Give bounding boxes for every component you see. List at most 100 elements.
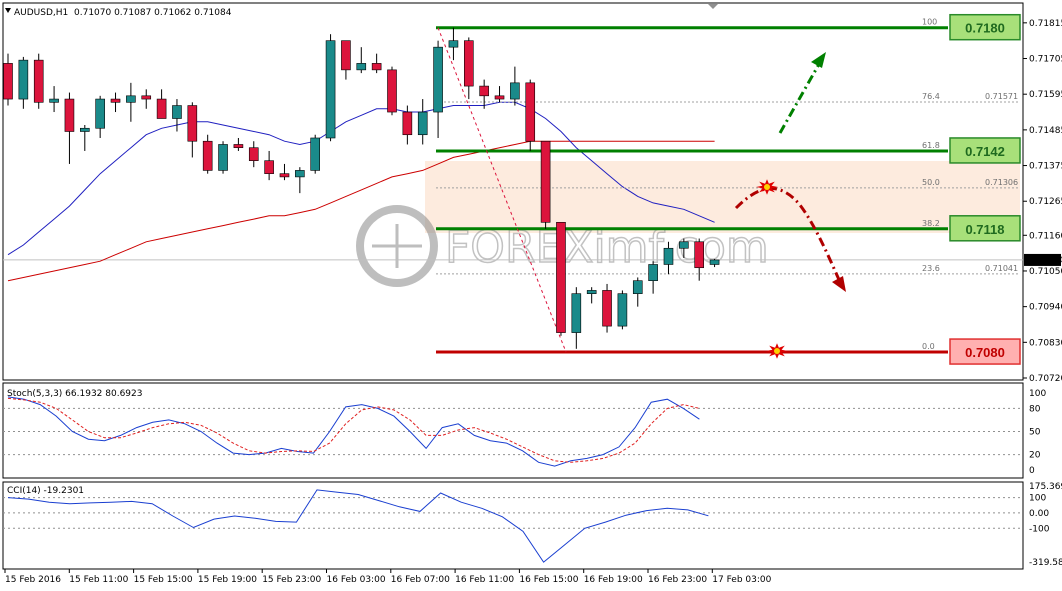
main-pane-frame: [2, 2, 1024, 381]
fibo-value-label: 0.71571: [985, 92, 1018, 101]
price-tick-label: 0.71815: [1029, 19, 1062, 29]
candle-body: [617, 293, 628, 327]
level-box: [949, 338, 1021, 365]
candle-body: [3, 63, 13, 100]
level-box: [949, 137, 1021, 164]
fibo-value-label: 0.71041: [985, 264, 1018, 273]
time-tick-label: 15 Feb 2016: [5, 575, 61, 585]
candle-body: [126, 95, 136, 103]
stoch-tick-label: 100: [1029, 389, 1046, 399]
stoch-tick-label: 50: [1029, 428, 1041, 438]
fibo-trendline: [437, 27, 567, 353]
watermark-logo: [356, 205, 438, 287]
fibo-pct-label: 100: [922, 18, 937, 27]
candle-body: [525, 82, 536, 142]
candle-body: [310, 137, 321, 171]
bullish-arrowhead: [811, 52, 826, 68]
scroll-marker-icon[interactable]: [708, 4, 718, 9]
candle-body: [648, 264, 658, 281]
stoch-pane-frame: [2, 382, 1024, 479]
stochastic-pane: 100 80 50 20 0: [3, 389, 1046, 476]
time-tick-label: 16 Feb 23:00: [648, 575, 707, 585]
dropdown-triangle-icon[interactable]: [5, 8, 11, 13]
fibo-pct-label: 23.6: [922, 264, 940, 273]
cci-tick-label: -319.5846: [1029, 558, 1062, 568]
level-boxes: 0.7180 0.7142 0.7118 0.7080: [949, 13, 1021, 365]
forecast-arrows: [734, 52, 846, 359]
time-tick-label: 15 Feb 23:00: [262, 575, 321, 585]
stoch-label: Stoch(5,3,3) 66.1932 80.6923: [7, 389, 142, 399]
level-box: [949, 13, 1021, 41]
candle-body: [33, 59, 44, 103]
symbol-label: AUDUSD,H1: [14, 8, 68, 18]
explosion-icon-core: [764, 184, 770, 190]
candle-body: [433, 46, 443, 113]
candle-body: [494, 95, 505, 100]
time-tick-label: 16 Feb 03:00: [327, 575, 386, 585]
cci-pane-frame: [2, 481, 1024, 570]
fibo-value-label: 0.71306: [985, 178, 1018, 187]
candle-body: [356, 63, 367, 71]
time-tick-label: 16 Feb 15:00: [519, 575, 578, 585]
ma-slow-line: [7, 140, 715, 282]
price-tick-label: 0.71705: [1029, 55, 1062, 65]
fibo-pct-label: 0.0: [922, 342, 935, 351]
candle-body: [479, 85, 489, 97]
ma-fast-line: [7, 101, 715, 256]
cci-pane: 175.3694 100 0.00 -100 -319.5846: [3, 482, 1062, 568]
cci-tick-label: 175.3694: [1029, 482, 1062, 492]
fibonacci-levels: 100 76.4 0.71571 61.8 50.0 0.71306 38.2 23.6 0.7…: [436, 18, 1020, 354]
candle-body: [371, 63, 382, 71]
fibo-pct-label: 50.0: [922, 178, 940, 187]
time-tick-label: 15 Feb 15:00: [134, 575, 193, 585]
current-price-tag: [1024, 253, 1061, 266]
stoch-tick-label: 20: [1029, 451, 1041, 461]
price-tick-label: 0.71595: [1029, 90, 1062, 100]
fibo-pct-label: 61.8: [922, 141, 940, 150]
candle-body: [187, 105, 198, 142]
candle-body: [679, 241, 689, 249]
candle-body: [571, 293, 582, 333]
level-box-label: 0.7080: [965, 345, 1005, 360]
time-tick-label: 17 Feb 03:00: [712, 575, 771, 585]
level-box-label: 0.7142: [965, 144, 1005, 159]
price-axis: 0.71815 0.71705 0.71595 0.71485 0.71375 0.712…: [1023, 19, 1062, 384]
fibo-pct-label: 76.4: [922, 92, 940, 101]
time-tick-label: 16 Feb 11:00: [455, 575, 514, 585]
candle-body: [556, 222, 566, 333]
candle-body: [218, 144, 228, 171]
candle-body: [417, 111, 428, 136]
candle-body: [663, 247, 674, 265]
candle-body: [463, 40, 474, 87]
time-tick-label: 16 Feb 19:00: [584, 575, 643, 585]
candle-body: [156, 98, 167, 119]
candle-body: [341, 40, 351, 71]
candle-body: [233, 144, 244, 149]
candle-body: [80, 127, 90, 132]
candle-body: [586, 290, 597, 294]
fibo-pct-label: 38.2: [922, 219, 940, 228]
bearish-arrowhead: [832, 276, 846, 292]
level-box-label: 0.7118: [965, 222, 1004, 237]
stoch-tick-label: 80: [1029, 404, 1041, 414]
cci-tick-label: 100: [1029, 494, 1046, 504]
candle-body: [18, 59, 29, 100]
candle-body: [49, 98, 59, 103]
candle-body: [202, 140, 213, 171]
candle-body: [510, 82, 520, 100]
bearish-forecast-arrow: [734, 186, 842, 283]
candle-body: [602, 290, 612, 327]
level-box-label: 0.7180: [965, 21, 1005, 36]
candle-body: [402, 111, 413, 136]
cci-label: CCI(14) -19.2301: [7, 486, 84, 496]
candle-body: [248, 147, 259, 161]
candle-body: [141, 95, 152, 100]
candle-body: [110, 98, 121, 103]
price-tick-label: 0.71265: [1029, 197, 1062, 207]
candle-body: [540, 140, 551, 223]
